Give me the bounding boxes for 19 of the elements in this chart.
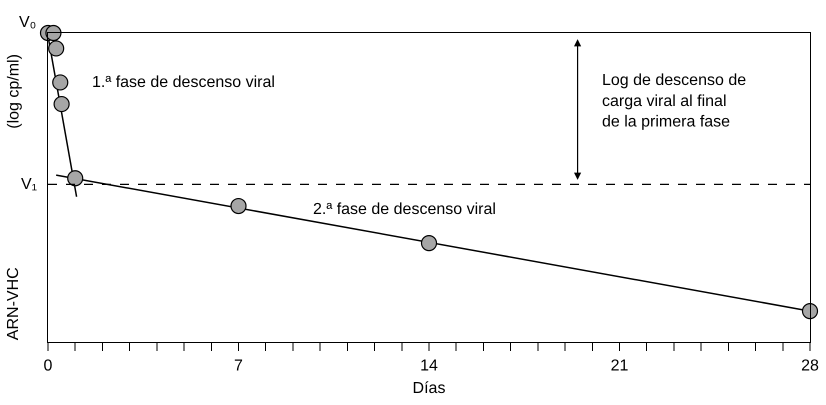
x-tick-label: 28: [801, 357, 819, 374]
x-axis-title: Días: [412, 380, 446, 397]
point: [54, 96, 70, 112]
point: [52, 74, 68, 91]
point: [420, 235, 438, 252]
ref-line-label: V₁: [21, 176, 38, 193]
x-tick-label: 21: [610, 357, 628, 374]
point: [802, 303, 818, 320]
point: [48, 40, 64, 57]
annotation: Log de descenso de carga viral al final de la primera fase: [602, 72, 746, 131]
annotation: 1.ª fase de descenso viral: [92, 74, 275, 91]
annotation: 2.ª fase de descenso viral: [313, 201, 496, 218]
point: [45, 24, 62, 42]
annotation: V₀: [19, 14, 36, 31]
x-tick-label: 0: [44, 357, 53, 374]
point: [230, 198, 247, 214]
x-tick-label: 14: [420, 357, 438, 374]
x-tick-label: 7: [234, 357, 244, 374]
point: [67, 170, 84, 186]
